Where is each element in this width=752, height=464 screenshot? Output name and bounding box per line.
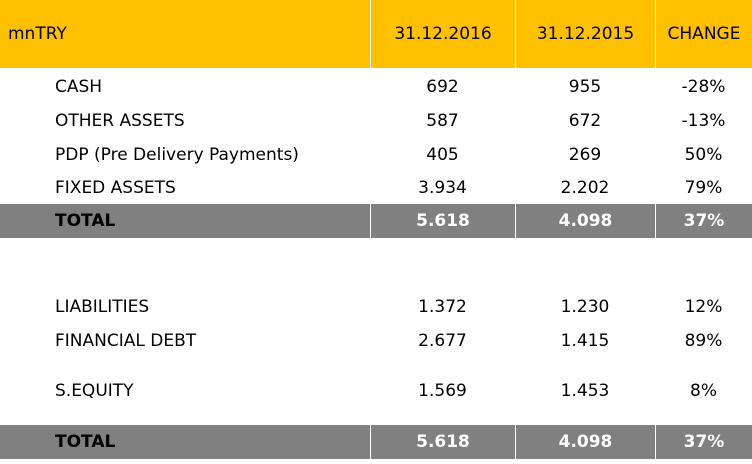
total-label: TOTAL [55,211,116,231]
change-header: CHANGE [655,0,752,68]
total-2016: 5.618 [370,425,515,459]
total-2016: 5.618 [370,204,515,238]
year-2016-header: 31.12.2016 [370,0,515,68]
value-2016: 405 [426,145,459,165]
table-row: PDP (Pre Delivery Payments) 405 269 50% [0,138,752,172]
change-value: -13% [681,111,726,131]
value-2016: 3.934 [418,178,467,198]
change-value: -28% [681,77,726,97]
row-label: LIABILITIES [55,297,150,317]
value-2016: 692 [426,77,459,97]
table-row: CASH 692 955 -28% [0,70,752,104]
total-label: TOTAL [55,432,116,452]
row-label: OTHER ASSETS [55,111,185,131]
value-2015: 1.230 [560,297,610,317]
value-2015: 1.415 [560,331,610,351]
row-label: PDP (Pre Delivery Payments) [55,145,299,165]
row-label: S.EQUITY [55,381,134,401]
row-label: CASH [55,77,103,97]
table-row: S.EQUITY 1.569 1.453 8% [0,374,752,408]
total-change: 37% [655,425,752,459]
value-2015: 2.202 [560,178,610,198]
row-label: FINANCIAL DEBT [55,331,197,351]
table-row: FINANCIAL DEBT 2.677 1.415 89% [0,324,752,358]
total-change: 37% [655,204,752,238]
table-header-row: mnTRY 31.12.2016 31.12.2015 CHANGE [0,0,752,68]
value-2015: 269 [568,145,602,165]
value-2016: 1.372 [418,297,467,317]
value-2016: 1.569 [418,381,467,401]
value-2016: 2.677 [418,331,467,351]
table-row: LIABILITIES 1.372 1.230 12% [0,290,752,324]
change-value: 50% [684,145,723,165]
assets-total-row: TOTAL 5.618 4.098 37% [0,204,752,238]
value-2016: 587 [426,111,459,131]
total-2015: 4.098 [515,204,655,238]
change-value: 79% [684,178,723,198]
change-value: 12% [684,297,723,317]
value-2015: 672 [568,111,602,131]
table-row: FIXED ASSETS 3.934 2.202 79% [0,172,752,204]
unit-header: mnTRY [8,24,67,44]
table-row: OTHER ASSETS 587 672 -13% [0,104,752,138]
year-2015-header: 31.12.2015 [515,0,655,68]
change-value: 89% [684,331,723,351]
row-label: FIXED ASSETS [55,178,176,198]
total-2015: 4.098 [515,425,655,459]
value-2015: 955 [568,77,602,97]
liabilities-total-row: TOTAL 5.618 4.098 37% [0,425,752,459]
value-2015: 1.453 [560,381,610,401]
change-value: 8% [690,381,717,401]
